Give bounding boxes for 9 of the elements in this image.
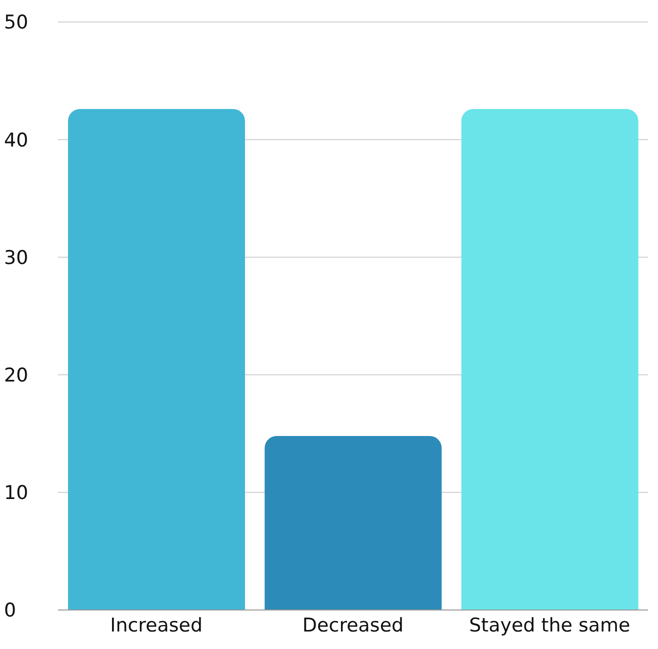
y-tick-label: 0	[4, 600, 16, 622]
y-tick-label: 20	[4, 364, 28, 387]
y-tick-label: 10	[4, 482, 28, 504]
y-tick-label: 50	[4, 12, 28, 34]
y-tick-label: 30	[4, 246, 28, 269]
x-tick-label: Decreased	[302, 614, 404, 636]
y-tick-label: 40	[4, 129, 28, 152]
x-tick-label: Increased	[110, 614, 203, 636]
x-tick-label: Stayed the same	[469, 614, 630, 636]
